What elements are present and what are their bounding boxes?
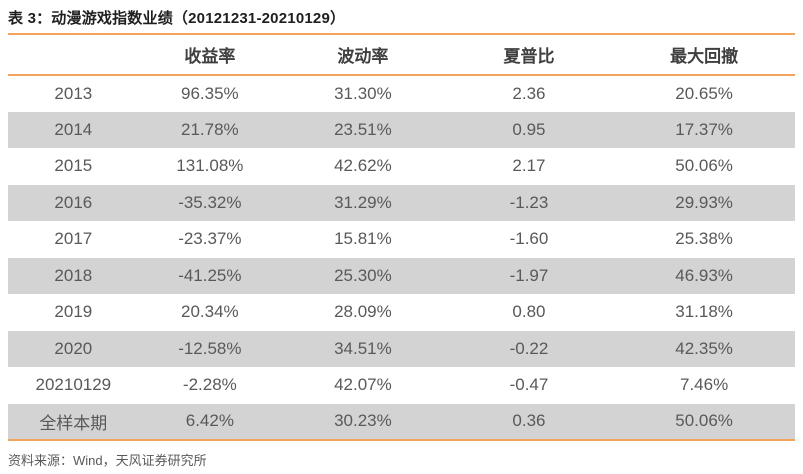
row-period-label: 2020 — [54, 338, 93, 358]
cell-value: 50.06% — [675, 411, 733, 431]
table-row: 2018 -41.25% 25.30% -1.97 46.93% — [8, 257, 795, 294]
cell-value: 0.80 — [512, 302, 546, 322]
row-period-label: 2015 — [54, 156, 93, 176]
cell-value: -1.97 — [509, 265, 549, 285]
cell-value: 42.07% — [334, 375, 392, 395]
row-period-label: 全样本期 — [39, 413, 108, 433]
row-period-label: 2013 — [54, 83, 93, 103]
column-header-volatility: 波动率 — [281, 35, 445, 76]
table-row: 全样本期 6.42% 30.23% 0.36 50.06% — [8, 403, 795, 440]
cell-value: 31.30% — [334, 83, 392, 103]
cell-value: -1.60 — [509, 229, 549, 249]
cell-value: 42.35% — [675, 338, 733, 358]
cell-value: 17.37% — [675, 119, 733, 139]
cell-value: -0.22 — [509, 338, 549, 358]
row-period-label: 2014 — [54, 119, 93, 139]
column-header-max-drawdown: 最大回撤 — [613, 35, 795, 76]
cell-value: -2.28% — [182, 375, 237, 395]
cell-value: -35.32% — [178, 192, 242, 212]
performance-table: 收益率 波动率 夏普比 最大回撤 2013 96.35% 31.30% 2.36 20.… — [8, 35, 795, 441]
row-period-label: 2017 — [54, 229, 93, 249]
cell-value: 20.34% — [181, 302, 239, 322]
table-row: 2017 -23.37% 15.81% -1.60 25.38% — [8, 221, 795, 258]
cell-value: 29.93% — [675, 192, 733, 212]
cell-value: 30.23% — [334, 411, 392, 431]
cell-value: -12.58% — [178, 338, 242, 358]
cell-value: 20.65% — [675, 83, 733, 103]
row-period-label: 2019 — [54, 302, 93, 322]
table-body: 2013 96.35% 31.30% 2.36 20.65% 2014 21.78% 23.5… — [8, 75, 795, 440]
table-row: 2020 -12.58% 34.51% -0.22 42.35% — [8, 330, 795, 367]
cell-value: 25.30% — [334, 265, 392, 285]
cell-value: 7.46% — [679, 375, 729, 395]
table-row: 2016 -35.32% 31.29% -1.23 29.93% — [8, 184, 795, 221]
table-row: 2015 131.08% 42.62% 2.17 50.06% — [8, 148, 795, 185]
cell-value: 2.17 — [512, 156, 546, 176]
cell-value: 25.38% — [675, 229, 733, 249]
cell-value: 23.51% — [334, 119, 392, 139]
cell-value: 6.42% — [185, 411, 234, 431]
cell-value: 28.09% — [334, 302, 392, 322]
cell-value: 42.62% — [334, 156, 392, 176]
cell-value: 34.51% — [334, 338, 392, 358]
cell-value: 31.18% — [675, 302, 733, 322]
column-header-period — [8, 35, 139, 76]
column-header-sharpe: 夏普比 — [444, 35, 614, 76]
table-row: 2019 20.34% 28.09% 0.80 31.18% — [8, 294, 795, 331]
cell-value: 131.08% — [176, 156, 244, 176]
cell-value: 0.95 — [512, 119, 546, 139]
cell-value: 15.81% — [334, 229, 392, 249]
table-row: 2013 96.35% 31.30% 2.36 20.65% — [8, 75, 795, 112]
data-source-note: 资料来源：Wind，天风证券研究所 — [8, 453, 207, 468]
cell-value: 96.35% — [181, 83, 239, 103]
table-header: 收益率 波动率 夏普比 最大回撤 — [8, 35, 795, 76]
cell-value: -0.47 — [509, 375, 549, 395]
cell-value: 2.36 — [512, 83, 546, 103]
table-title: 表 3：动漫游戏指数业绩（20121231-20210129） — [8, 9, 795, 35]
cell-value: 21.78% — [181, 119, 239, 139]
cell-value: 50.06% — [675, 156, 733, 176]
row-period-label: 2016 — [54, 192, 93, 212]
column-header-return: 收益率 — [138, 35, 282, 76]
cell-value: -23.37% — [178, 229, 242, 249]
table-row: 2014 21.78% 23.51% 0.95 17.37% — [8, 111, 795, 148]
header-row: 收益率 波动率 夏普比 最大回撤 — [8, 35, 795, 76]
cell-value: 46.93% — [675, 265, 733, 285]
cell-value: 0.36 — [512, 411, 546, 431]
cell-value: 31.29% — [334, 192, 392, 212]
cell-value: -41.25% — [178, 265, 242, 285]
cell-value: -1.23 — [509, 192, 549, 212]
table-row: 20210129 -2.28% 42.07% -0.47 7.46% — [8, 367, 795, 404]
row-period-label: 2018 — [54, 265, 93, 285]
row-period-label: 20210129 — [35, 375, 112, 395]
